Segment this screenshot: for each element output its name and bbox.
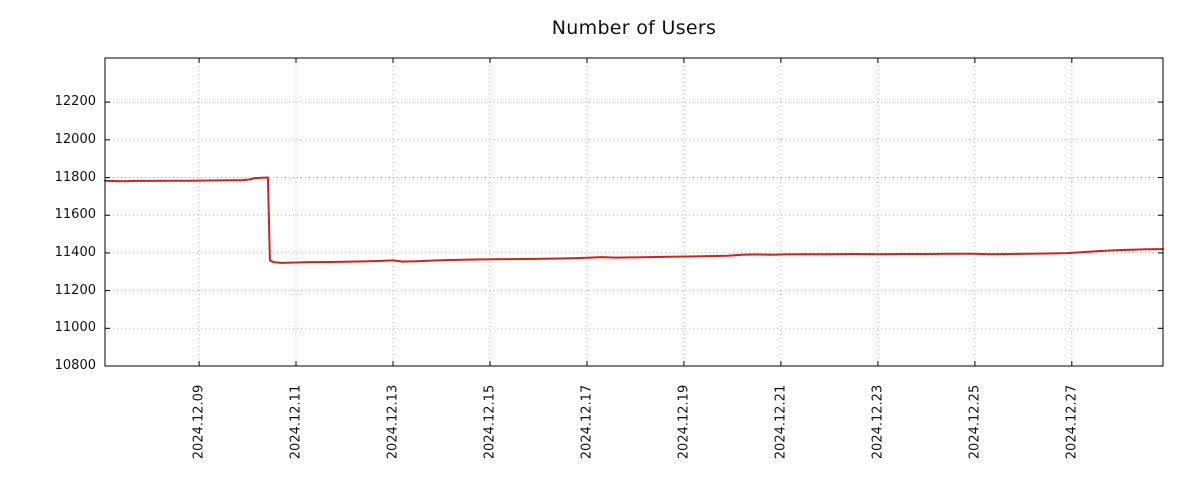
users-series-line [104,176,1164,264]
chart-title: Number of Users [551,17,717,39]
plot-frame [104,57,1164,367]
